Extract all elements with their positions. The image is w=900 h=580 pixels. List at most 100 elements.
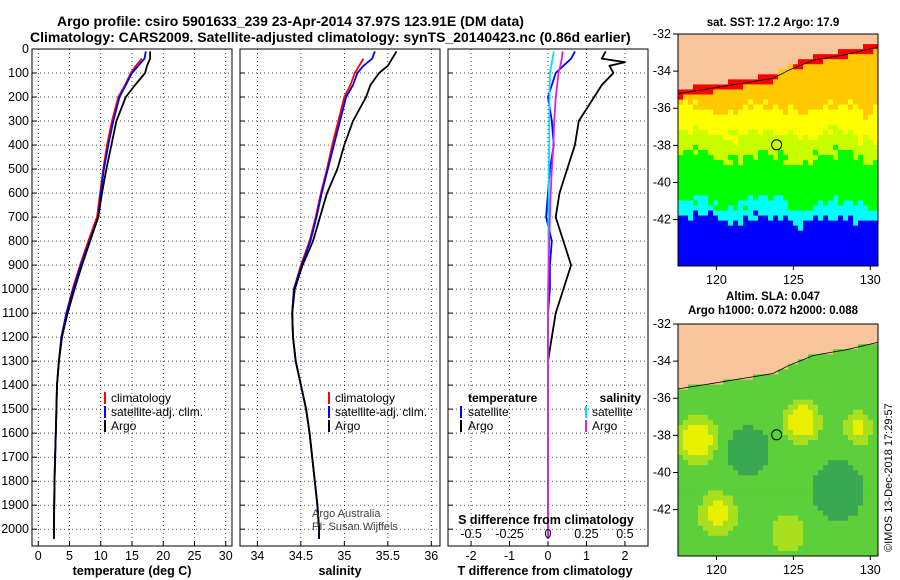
sst-cell [843,139,849,146]
sst-cell [828,255,834,262]
sst-cell [848,104,854,111]
sla-cell [793,515,799,522]
sst-cell [748,94,754,100]
sla-cell [828,505,834,512]
sst-cell [788,215,794,222]
sla-cell [733,445,739,451]
sla-cell [783,334,789,340]
sla-cell [868,374,874,380]
sst-cell [728,165,734,171]
sla-cell [728,369,734,375]
sst-cell [703,64,709,70]
sst-cell [818,139,824,146]
sla-cell [678,510,684,517]
sst-cell [698,180,704,186]
sst-cell [873,59,879,65]
sst-cell [788,99,794,106]
sla-cell [743,460,749,466]
sla-cell [693,540,699,547]
sst-cell [838,69,844,75]
sst-cell [758,94,764,100]
sla-cell [683,329,689,335]
sla-cell [698,475,704,481]
sla-cell [718,460,724,466]
sst-cell [748,180,754,186]
sla-cell [858,545,864,552]
sla-cell [828,394,834,401]
sla-cell [828,389,834,396]
sla-cell [853,339,859,345]
sst-cell [848,39,854,45]
sla-cell [813,545,819,552]
sla-cell [803,485,809,491]
sla-cell [763,530,769,537]
sst-cell [693,124,699,131]
sla-cell [703,394,709,401]
sla-cell [683,440,689,446]
sst-cell [738,89,744,95]
sla-cell [718,329,724,335]
sst-cell [748,160,754,166]
sla-cell [748,349,754,355]
sla-cell [758,374,764,380]
sla-cell [708,500,714,506]
sla-cell [728,510,734,517]
sla-cell [818,525,824,532]
sla-cell [838,490,844,496]
sla-cell [853,480,859,486]
sst-cell [873,49,879,55]
sst-cell [753,215,759,222]
sst-cell [683,260,689,267]
sla-cell [793,510,799,517]
sst-cell [858,240,864,247]
sst-cell [833,84,839,90]
sst-cell [803,89,809,95]
sla-cell [733,475,739,481]
sst-cell [818,175,824,181]
sst-cell [768,250,774,257]
sla-cell [778,525,784,532]
sla-cell [698,445,704,451]
sst-cell [728,134,734,141]
sst-cell [718,255,724,262]
sla-cell [683,399,689,406]
sst-cell [708,175,714,181]
sst-cell [848,84,854,90]
sst-cell [758,155,764,161]
sst-cell [843,129,849,136]
sla-cell [763,480,769,486]
sst-cell [708,54,714,60]
sst-cell [683,200,689,206]
sst-cell [858,129,864,136]
sla-cell [758,354,764,360]
sst-cell [828,260,834,267]
sst-cell [733,235,739,242]
sst-cell [728,170,734,176]
sla-cell [713,445,719,451]
sla-cell [808,434,814,441]
sst-cell [713,210,719,216]
sst-cell [848,144,854,151]
sla-cell [733,404,739,411]
sst-cell [823,175,829,181]
sst-cell [858,54,864,60]
sst-cell [748,185,754,191]
sla-cell [763,389,769,396]
sst-cell [838,190,844,196]
sst-cell [778,220,784,227]
sla-cell [703,460,709,466]
sst-cell [743,175,749,181]
sst-cell [693,139,699,146]
sla-cell [738,379,744,385]
sst-cell [748,44,754,50]
sla-cell [873,540,879,547]
sst-cell [723,185,729,191]
sst-cell [848,245,854,252]
sla-cell [858,505,864,512]
sla-cell [838,384,844,390]
sst-cell [748,210,754,216]
sla-cell [738,465,744,471]
sla-cell [873,329,879,335]
sla-cell [713,495,719,501]
sla-cell [753,389,759,396]
